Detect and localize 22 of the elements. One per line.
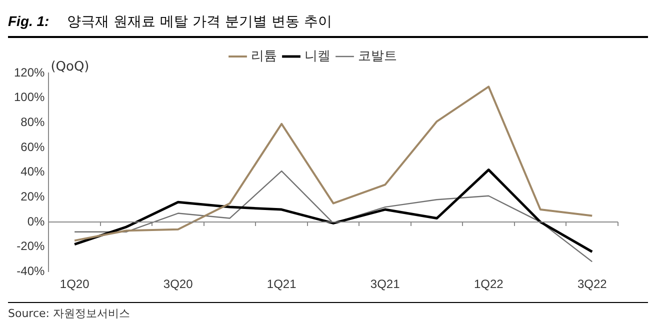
legend-label: 니켈: [304, 48, 330, 64]
y-tick-label: -40%: [16, 264, 46, 278]
x-tick-label: 1Q20: [60, 277, 90, 292]
source-note: Source: 자원정보서비스: [8, 302, 648, 321]
x-tick-label: 3Q21: [370, 277, 400, 292]
y-tick-label: 100%: [14, 90, 46, 104]
y-tick-label: 40%: [20, 164, 46, 179]
legend-label: 리튬: [250, 48, 277, 64]
y-tick-label: -20%: [16, 239, 46, 254]
y-tick-label: 60%: [20, 140, 46, 154]
y-tick-label: 20%: [20, 189, 46, 204]
x-tick-label: 1Q22: [474, 277, 504, 292]
x-tick-label: 1Q21: [266, 277, 297, 292]
y-tick-label: 120%: [14, 65, 46, 80]
y-tick-label: 0%: [27, 214, 46, 228]
x-tick-label: 3Q20: [163, 277, 194, 292]
chart-subtitle: 양극재 원재료 메탈 가격 분기별 변동 추이: [67, 14, 332, 30]
chart-title: Fig. 1:: [8, 13, 50, 29]
y-tick-label: 80%: [20, 114, 46, 129]
x-tick-label: 3Q22: [577, 277, 608, 292]
legend-label: 코발트: [358, 48, 397, 64]
y-axis-title: (QoQ): [50, 59, 90, 74]
